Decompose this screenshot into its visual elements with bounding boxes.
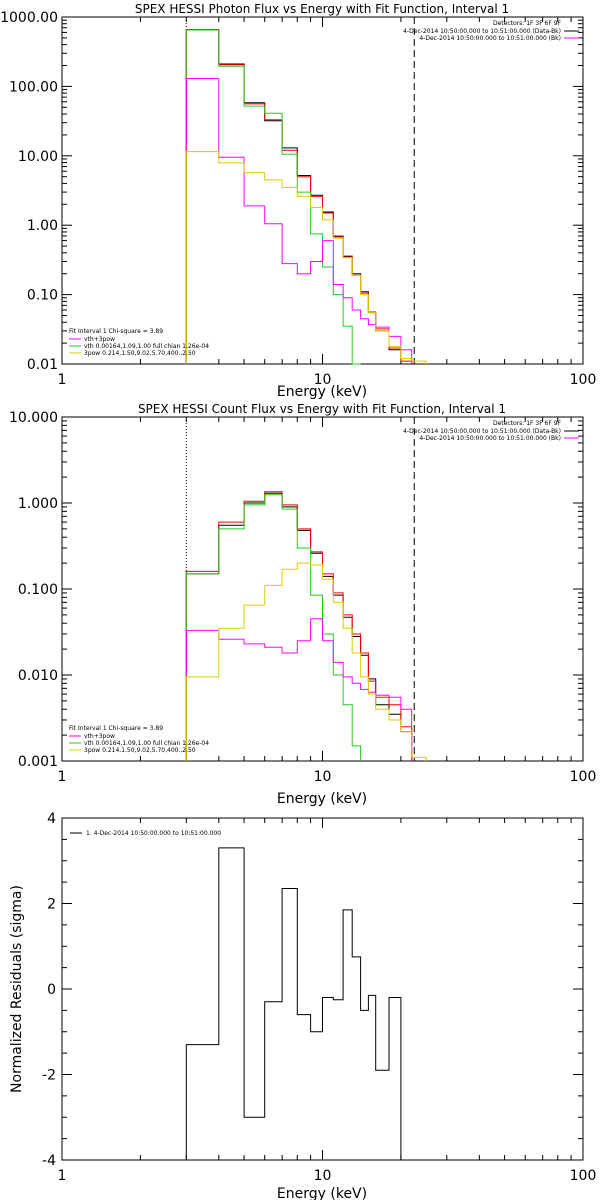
legend-entry: vth 0.00164,1.09,1.00 full chian 1.26e-0… xyxy=(84,343,209,350)
y-tick-label: 0.001 xyxy=(18,754,58,770)
legend-entry: 4-Dec-2014 10:50:00.000 to 10:51:00.000 … xyxy=(403,428,561,435)
legend-top: 1. 4-Dec-2014 10:50:00.000 to 10:51:00.0… xyxy=(70,830,221,837)
axis-ticks: 1 10 100 0.01 0.10 1.00 10.00 100.00 1000.00 xyxy=(0,10,596,388)
legend-entry: 4-Dec-2014 10:50:00.000 to 10:51:00.000 … xyxy=(419,35,561,42)
series-line-1 xyxy=(185,491,413,761)
x-tick-label: 10 xyxy=(314,769,332,785)
legend-entry: 3pow 0.214,1.50,9.02,5.70,400.,2.50 xyxy=(84,350,196,357)
legend-header: Detectors: 1F 3F 6F 9F xyxy=(493,20,562,27)
series-line-3 xyxy=(185,618,413,761)
legend-entry: 4-Dec-2014 10:50:00.000 to 10:51:00.000 … xyxy=(403,28,561,35)
series-line-2 xyxy=(185,494,362,761)
series-group xyxy=(185,847,402,1160)
series-line-0 xyxy=(185,847,402,1160)
series-line-3 xyxy=(185,78,413,364)
legend-header: Detectors: 1F 3F 6F 9F xyxy=(493,420,562,427)
series-line-0 xyxy=(185,29,413,364)
series-line-0 xyxy=(185,492,413,761)
plot-frame xyxy=(61,16,584,365)
legend-entry: 3pow 0.214,1.50,9.02,5.70,400.,2.50 xyxy=(84,747,196,754)
axis-ticks: 1 10 100 -4 -2 0 2 4 xyxy=(42,811,596,1184)
legend-bottom: Fit Interval 1 Chi-square = 3.89vth+3pow… xyxy=(69,328,209,357)
legend-entry: 1. 4-Dec-2014 10:50:00.000 to 10:51:00.0… xyxy=(86,830,221,837)
legend-entry: vth 0.00164,1.09,1.00 full chian 1.26e-0… xyxy=(84,740,209,747)
legend-entry: 4-Dec-2014 10:50:00.000 to 10:51:00.000 … xyxy=(419,435,561,442)
series-group xyxy=(185,29,427,365)
y-axis-label: Normalized Residuals (sigma) xyxy=(9,885,25,1093)
y-tick-label: 0.100 xyxy=(18,582,58,598)
legend-entry: vth+3pow xyxy=(84,733,115,740)
legend-bottom: Fit Interval 1 Chi-square = 3.89vth+3pow… xyxy=(69,725,209,754)
legend-header: Fit Interval 1 Chi-square = 3.89 xyxy=(69,328,163,335)
x-axis-label: Energy (keV) xyxy=(277,1186,367,1200)
photon-flux-panel: SPEX HESSI Photon Flux vs Energy with Fi… xyxy=(0,2,596,400)
plot-frame xyxy=(61,817,584,1161)
legend-entry: vth+3pow xyxy=(84,336,115,343)
y-tick-label: 10.000 xyxy=(9,410,58,426)
series-group xyxy=(185,491,427,761)
y-tick-label: -4 xyxy=(42,1153,56,1169)
legend-header: Fit Interval 1 Chi-square = 3.89 xyxy=(69,725,163,732)
y-tick-label: 10.00 xyxy=(18,149,58,165)
x-tick-label: 1 xyxy=(58,1168,67,1184)
legend-top: Detectors: 1F 3F 6F 9F4-Dec-2014 10:50:0… xyxy=(403,20,579,42)
x-tick-label: 10 xyxy=(314,372,332,388)
y-tick-label: 1.00 xyxy=(27,218,58,234)
chart-title: SPEX HESSI Photon Flux vs Energy with Fi… xyxy=(135,2,509,16)
y-tick-label: 4 xyxy=(47,811,56,827)
series-line-4 xyxy=(185,151,427,364)
x-axis-label: Energy (keV) xyxy=(277,791,367,807)
x-tick-label: 100 xyxy=(570,769,597,785)
y-tick-label: 0.01 xyxy=(27,357,58,373)
legend-top: Detectors: 1F 3F 6F 9F4-Dec-2014 10:50:0… xyxy=(403,420,579,442)
x-tick-label: 1 xyxy=(58,372,67,388)
y-tick-label: 0 xyxy=(47,982,56,998)
range-markers xyxy=(185,17,415,364)
x-tick-label: 1 xyxy=(58,769,67,785)
chart-title: SPEX HESSI Count Flux vs Energy with Fit… xyxy=(138,402,506,416)
y-tick-label: 2 xyxy=(47,897,56,913)
y-tick-label: -2 xyxy=(42,1068,56,1084)
x-axis-label: Energy (keV) xyxy=(277,384,367,400)
residuals-panel: Energy (keV) Normalized Residuals (sigma… xyxy=(9,811,596,1200)
x-tick-label: 100 xyxy=(570,1168,597,1184)
axis-ticks: 1 10 100 0.001 0.010 0.100 1.000 10.000 xyxy=(9,410,596,785)
y-tick-label: 1000.00 xyxy=(0,10,58,26)
x-tick-label: 100 xyxy=(570,372,597,388)
series-line-4 xyxy=(185,562,427,761)
y-tick-label: 1.000 xyxy=(18,496,58,512)
x-tick-label: 10 xyxy=(314,1168,332,1184)
y-tick-label: 0.10 xyxy=(27,288,58,304)
y-tick-label: 100.00 xyxy=(9,79,58,95)
series-line-2 xyxy=(185,29,361,365)
plot-frame xyxy=(61,416,584,762)
count-flux-panel: SPEX HESSI Count Flux vs Energy with Fit… xyxy=(9,402,596,807)
y-tick-label: 0.010 xyxy=(18,668,58,684)
